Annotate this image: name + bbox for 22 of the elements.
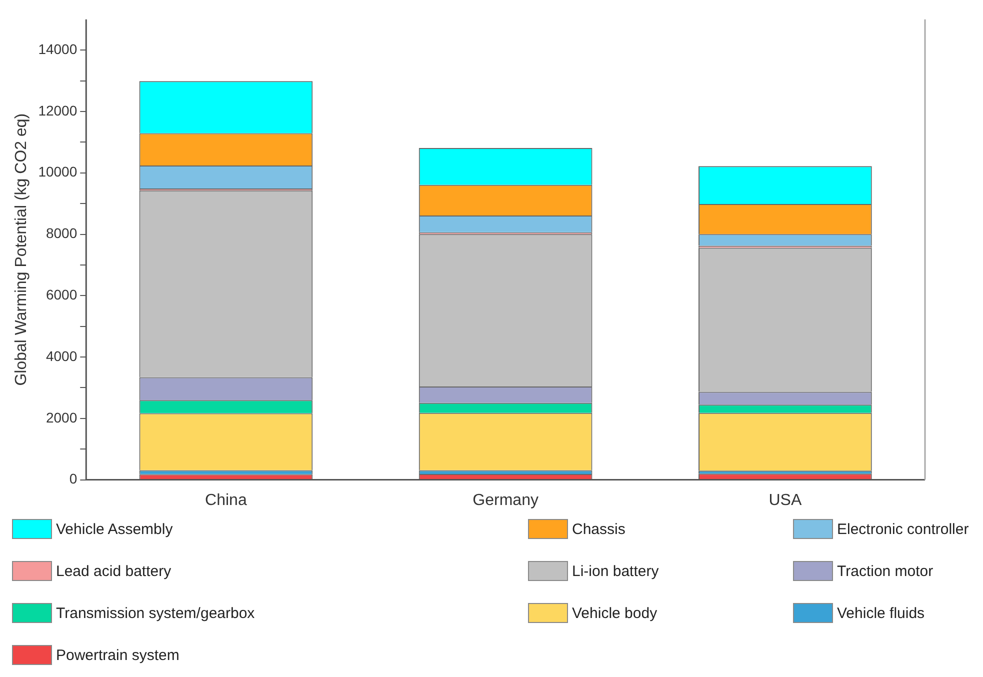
y-tick-label: 4000 (46, 348, 78, 364)
y-tick-label: 0 (69, 470, 78, 487)
x-tick-label: USA (768, 492, 802, 509)
y-tick-label: 8000 (46, 225, 78, 242)
legend-label: Chassis (572, 520, 626, 538)
legend-label: Li-ion battery (572, 562, 659, 580)
legend-label: Vehicle body (572, 604, 658, 622)
x-tick-label: China (205, 492, 247, 509)
y-tick-label: 10000 (38, 164, 78, 180)
legend-label: Vehicle fluids (837, 604, 925, 622)
y-tick-label: 14000 (38, 40, 78, 57)
legend-label: Vehicle Assembly (56, 520, 173, 538)
x-tick-label: Germany (472, 492, 538, 509)
y-tick-label: 2000 (46, 409, 78, 426)
legend-label: Lead acid battery (56, 562, 172, 580)
y-tick-label: 12000 (38, 102, 78, 118)
y-axis-title: Global Warming Potential (kg CO2 eq) (13, 113, 30, 386)
legend-label: Electronic controller (837, 520, 969, 538)
y-tick-label: 6000 (46, 286, 78, 302)
legend-label: Transmission system/gearbox (56, 604, 255, 622)
legend-label: Powertrain system (56, 646, 180, 664)
legend-label: Traction motor (837, 562, 934, 580)
